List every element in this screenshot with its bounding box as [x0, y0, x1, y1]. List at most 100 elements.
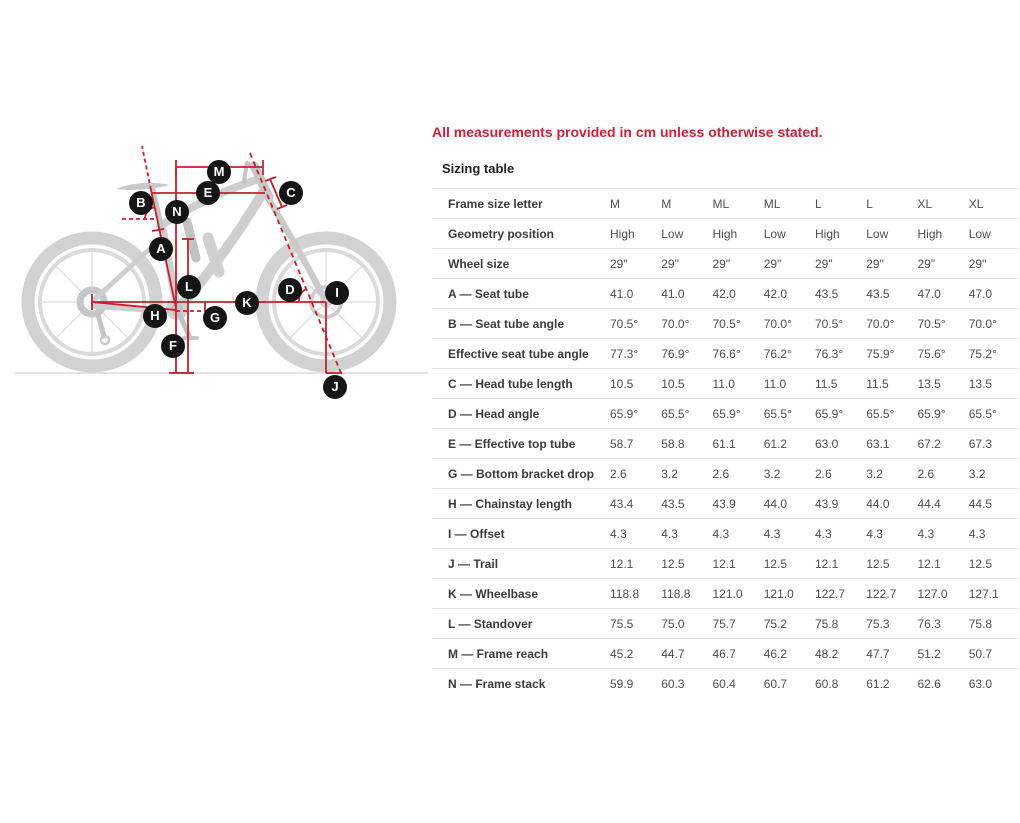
row-value: 13.5 [917, 376, 941, 391]
row-label: Geometry position [448, 226, 555, 241]
geometry-badge-f: F [161, 334, 185, 358]
row-label: C — Head tube length [448, 376, 573, 391]
row-value: 59.9 [610, 676, 634, 691]
row-value: 44.0 [763, 496, 788, 511]
row-value: 2.6 [815, 466, 832, 481]
row-label: Effective seat tube angle [448, 346, 589, 361]
row-value: 70.5° [815, 316, 844, 331]
table-row: Geometry position High Low High Low High Low Hi… [432, 218, 1018, 249]
row-value: 61.2 [763, 436, 788, 451]
row-value: 61.2 [866, 676, 890, 691]
sizing-table: Frame size letter M M ML ML L L XL XL Geometry po… [432, 188, 1018, 699]
table-row: Frame size letter M M ML ML L L XL XL [432, 188, 1018, 219]
row-value: 121.0 [712, 586, 743, 601]
table-row: E — Effective top tube 58.7 58.8 61.1 61.2 63… [432, 428, 1018, 459]
row-value: 12.1 [815, 556, 839, 571]
row-value: 3.2 [968, 466, 986, 481]
row-value: 2.6 [917, 466, 935, 481]
row-value: 121.0 [763, 586, 794, 601]
row-value: 75.8 [968, 616, 993, 631]
row-value: 13.5 [968, 376, 993, 391]
row-value: 51.2 [917, 646, 941, 661]
table-row: A — Seat tube 41.0 41.0 42.0 42.0 43.5 43.5 47.… [432, 278, 1018, 309]
row-value: 67.3 [968, 436, 993, 451]
row-label: L — Standover [448, 616, 533, 631]
row-value: 4.3 [610, 526, 627, 541]
row-value: 44.4 [917, 496, 941, 511]
row-value: 62.6 [917, 676, 941, 691]
row-value: 41.0 [610, 286, 634, 301]
table-row: G — Bottom bracket drop 2.6 3.2 2.6 3.2 2.6 3.… [432, 458, 1018, 489]
row-value: 65.9° [712, 406, 741, 421]
table-row: H — Chainstay length 43.4 43.5 43.9 44.0 43.9… [432, 488, 1018, 519]
row-value: 44.0 [866, 496, 890, 511]
sizing-table-title: Sizing table [442, 161, 515, 176]
row-value: 29" [815, 256, 833, 271]
row-value: 11.0 [712, 376, 735, 391]
table-row: C — Head tube length 10.5 10.5 11.0 11.0 11.5… [432, 368, 1018, 399]
geometry-badge-h: H [143, 304, 167, 328]
geometry-badge-i: I [325, 281, 349, 305]
row-value: 29" [763, 256, 782, 271]
row-value: 70.5° [917, 316, 946, 331]
row-value: 43.5 [661, 496, 685, 511]
row-value: 65.5° [763, 406, 792, 421]
row-value: 65.9° [610, 406, 639, 421]
row-value: 45.2 [610, 646, 634, 661]
row-label: H — Chainstay length [448, 496, 573, 511]
row-value: High [815, 226, 840, 241]
row-value: 63.0 [968, 676, 993, 691]
geometry-badge-m: M [207, 160, 231, 184]
row-value: 70.5° [610, 316, 639, 331]
row-value: 65.9° [815, 406, 844, 421]
row-value: 122.7 [866, 586, 897, 601]
row-value: 12.5 [763, 556, 788, 571]
row-value: 11.5 [866, 376, 889, 391]
row-value: 48.2 [815, 646, 839, 661]
row-value: 46.7 [712, 646, 736, 661]
table-row: M — Frame reach 45.2 44.7 46.7 46.2 48.2 47.7 5… [432, 638, 1018, 669]
row-value: 3.2 [763, 466, 781, 481]
row-value: 44.7 [661, 646, 685, 661]
row-value: Low [661, 226, 684, 241]
geometry-badge-e: E [196, 181, 220, 205]
table-row: L — Standover 75.5 75.0 75.7 75.2 75.8 75.3 76.… [432, 608, 1018, 639]
geometry-badge-j: J [323, 375, 347, 399]
bike-diagram-svg [15, 145, 428, 374]
geometry-badge-n: N [165, 200, 189, 224]
table-row: B — Seat tube angle 70.5° 70.0° 70.5° 70.0° 7… [432, 308, 1018, 339]
row-value: 127.0 [917, 586, 948, 601]
row-value: 75.8 [815, 616, 839, 631]
row-value: 63.1 [866, 436, 890, 451]
row-value: 65.5° [968, 406, 997, 421]
row-value: L [815, 196, 822, 211]
table-row: Wheel size 29" 29" 29" 29" 29" 29" 29" 29" [432, 248, 1018, 279]
row-value: 44.5 [968, 496, 993, 511]
row-value: 4.3 [968, 526, 986, 541]
row-value: 65.5° [866, 406, 895, 421]
geometry-badge-b: B [129, 191, 153, 215]
row-value: 75.0 [661, 616, 685, 631]
row-value: 29" [917, 256, 936, 271]
row-label: M — Frame reach [448, 646, 549, 661]
row-value: 4.3 [917, 526, 935, 541]
row-label: K — Wheelbase [448, 586, 539, 601]
row-value: 12.5 [661, 556, 685, 571]
measurement-note: All measurements provided in cm unless o… [432, 124, 823, 140]
row-value: 76.3° [815, 346, 844, 361]
row-value: 4.3 [763, 526, 781, 541]
row-label: J — Trail [448, 556, 499, 571]
row-value: 76.3 [917, 616, 941, 631]
row-value: 50.7 [968, 646, 993, 661]
row-value: 29" [661, 256, 679, 271]
row-value: 76.2° [763, 346, 792, 361]
geometry-badge-a: A [149, 237, 173, 261]
table-row: I — Offset 4.3 4.3 4.3 4.3 4.3 4.3 4.3 4.3 [432, 518, 1018, 549]
row-value: 65.5° [661, 406, 690, 421]
row-value: M [661, 196, 672, 211]
row-value: 70.0° [763, 316, 792, 331]
row-value: 118.8 [661, 586, 691, 601]
row-value: 43.9 [712, 496, 736, 511]
row-value: 75.3 [866, 616, 890, 631]
